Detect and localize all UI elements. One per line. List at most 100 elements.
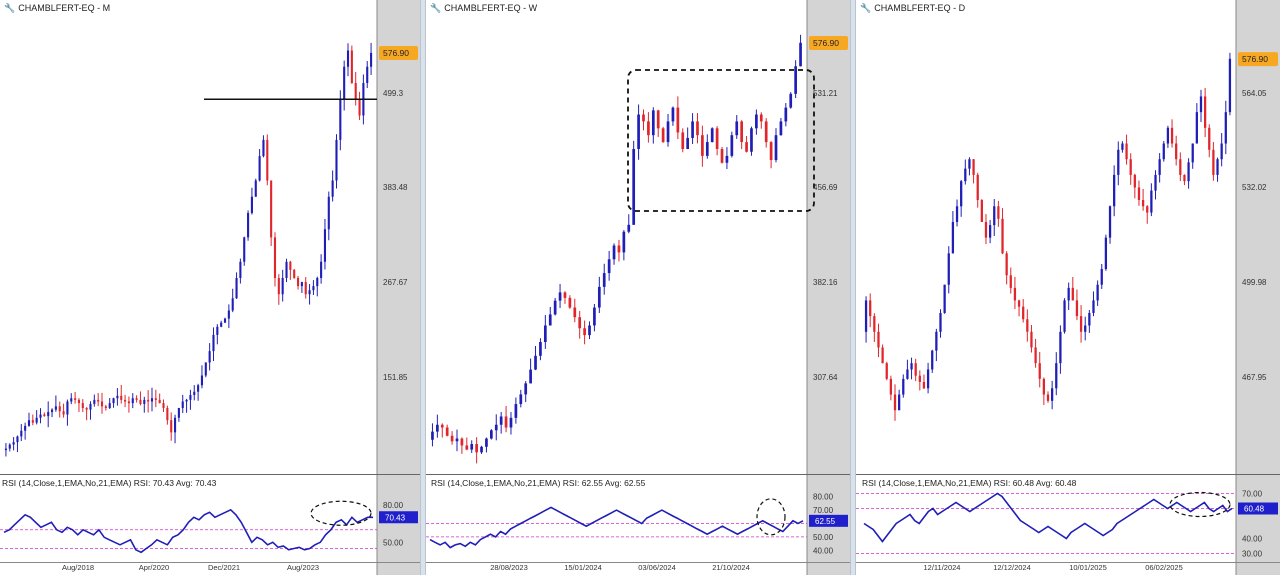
candle <box>120 395 123 400</box>
wrench-icon[interactable]: 🔧 <box>430 3 442 13</box>
candle <box>455 438 459 442</box>
candle <box>661 128 665 143</box>
chart-svg-weekly[interactable]: 531.21 456.69 382.16 307.64 576.90 80.00 70.00… <box>426 0 850 575</box>
candle <box>686 137 690 149</box>
chart-svg-monthly[interactable]: 499.3 383.48 267.67 151.85 576.90 80.00 50.00 7… <box>0 0 420 575</box>
wrench-icon[interactable]: 🔧 <box>4 3 16 13</box>
candle <box>1096 284 1099 301</box>
chart-panel-weekly[interactable]: 🔧 CHAMBLFERT-EQ - W 531.21 456.69 382.16 307… <box>426 0 850 575</box>
date-label: Aug/2023 <box>287 563 319 572</box>
candle <box>154 398 157 400</box>
candle <box>189 395 192 400</box>
candle <box>1108 206 1112 238</box>
rsi-badge <box>379 511 418 524</box>
candle <box>1166 127 1170 144</box>
panel-title-weekly: 🔧 CHAMBLFERT-EQ - W <box>430 3 538 13</box>
rsi-line <box>3 508 373 554</box>
chart-panel-monthly[interactable]: 🔧 CHAMBLFERT-EQ - M 499.3 383.48 267.67 151.… <box>0 0 420 575</box>
candle <box>1092 300 1095 313</box>
candle <box>602 273 606 287</box>
candle <box>335 139 338 181</box>
candle <box>968 159 971 169</box>
candle <box>1042 378 1046 395</box>
candle <box>617 245 621 253</box>
candle <box>568 297 572 308</box>
rsi-tick-label: 50.00 <box>813 533 834 542</box>
rsi-tick-label: 80.00 <box>813 493 834 502</box>
candle <box>1187 162 1190 182</box>
price-tick-label: 382.16 <box>813 278 838 287</box>
candle <box>254 180 257 197</box>
candle <box>1117 149 1120 175</box>
candle <box>666 121 670 143</box>
candle <box>281 278 284 295</box>
candle <box>1183 174 1186 182</box>
candle <box>701 135 704 156</box>
candle <box>972 159 975 175</box>
candle <box>127 401 130 404</box>
candle <box>1059 331 1062 364</box>
candle <box>193 391 196 395</box>
candle <box>774 135 778 161</box>
candle <box>16 436 19 443</box>
candle <box>197 385 200 392</box>
candle <box>235 278 238 299</box>
price-axis <box>377 0 420 575</box>
candle <box>984 221 988 238</box>
candle <box>316 278 319 287</box>
chart-svg-daily[interactable]: 564.05532.02499.98467.95576.9070.0060.00… <box>856 0 1280 575</box>
date-label: 03/06/2024 <box>638 563 676 572</box>
candle <box>519 394 523 405</box>
candle <box>494 424 498 431</box>
candle <box>1158 159 1161 175</box>
candle <box>1146 206 1149 213</box>
candle <box>460 438 464 446</box>
candle <box>651 110 655 136</box>
candle <box>939 312 942 332</box>
candle <box>926 369 930 389</box>
date-label: Aug/2018 <box>62 563 94 572</box>
candle <box>12 442 15 445</box>
candle <box>1079 316 1083 332</box>
candle <box>470 444 474 450</box>
candle <box>869 300 872 317</box>
candle <box>583 328 586 336</box>
candle <box>769 142 773 161</box>
candle <box>480 446 483 453</box>
candle <box>593 307 596 326</box>
rsi-tick-label: 70.00 <box>813 506 834 515</box>
candle <box>720 148 724 163</box>
candle <box>931 350 934 370</box>
candle <box>993 206 996 226</box>
chart-panel-daily[interactable]: 🔧 CHAMBLFERT-EQ - D 564.05 532.02 499.98 467… <box>856 0 1280 575</box>
price-tick-label: 467.95 <box>1242 373 1267 382</box>
candle <box>200 375 204 386</box>
candle <box>104 406 107 408</box>
candle <box>935 331 938 351</box>
candle <box>1133 174 1136 188</box>
panel-separator[interactable] <box>850 0 856 575</box>
candle <box>524 383 528 395</box>
date-label: 28/08/2023 <box>490 563 528 572</box>
candle <box>612 245 616 260</box>
candle <box>1150 190 1153 213</box>
candle <box>143 399 146 404</box>
candle <box>1075 300 1079 317</box>
candle <box>20 430 23 437</box>
rsi-title-monthly: RSI (14,Close,1,EMA,No,21,EMA) RSI: 70.4… <box>2 478 217 488</box>
candle <box>270 180 273 238</box>
candle <box>27 420 31 426</box>
candle <box>70 398 73 402</box>
candle <box>296 278 300 287</box>
candle <box>31 420 34 423</box>
candle <box>312 286 315 291</box>
candle <box>475 444 478 453</box>
candle <box>212 334 215 352</box>
candle <box>1005 253 1008 276</box>
candle <box>85 408 88 410</box>
candle <box>1121 143 1124 150</box>
candle <box>1071 287 1074 301</box>
wrench-icon[interactable]: 🔧 <box>860 3 872 13</box>
candle <box>250 196 253 213</box>
panel-separator[interactable] <box>420 0 426 575</box>
